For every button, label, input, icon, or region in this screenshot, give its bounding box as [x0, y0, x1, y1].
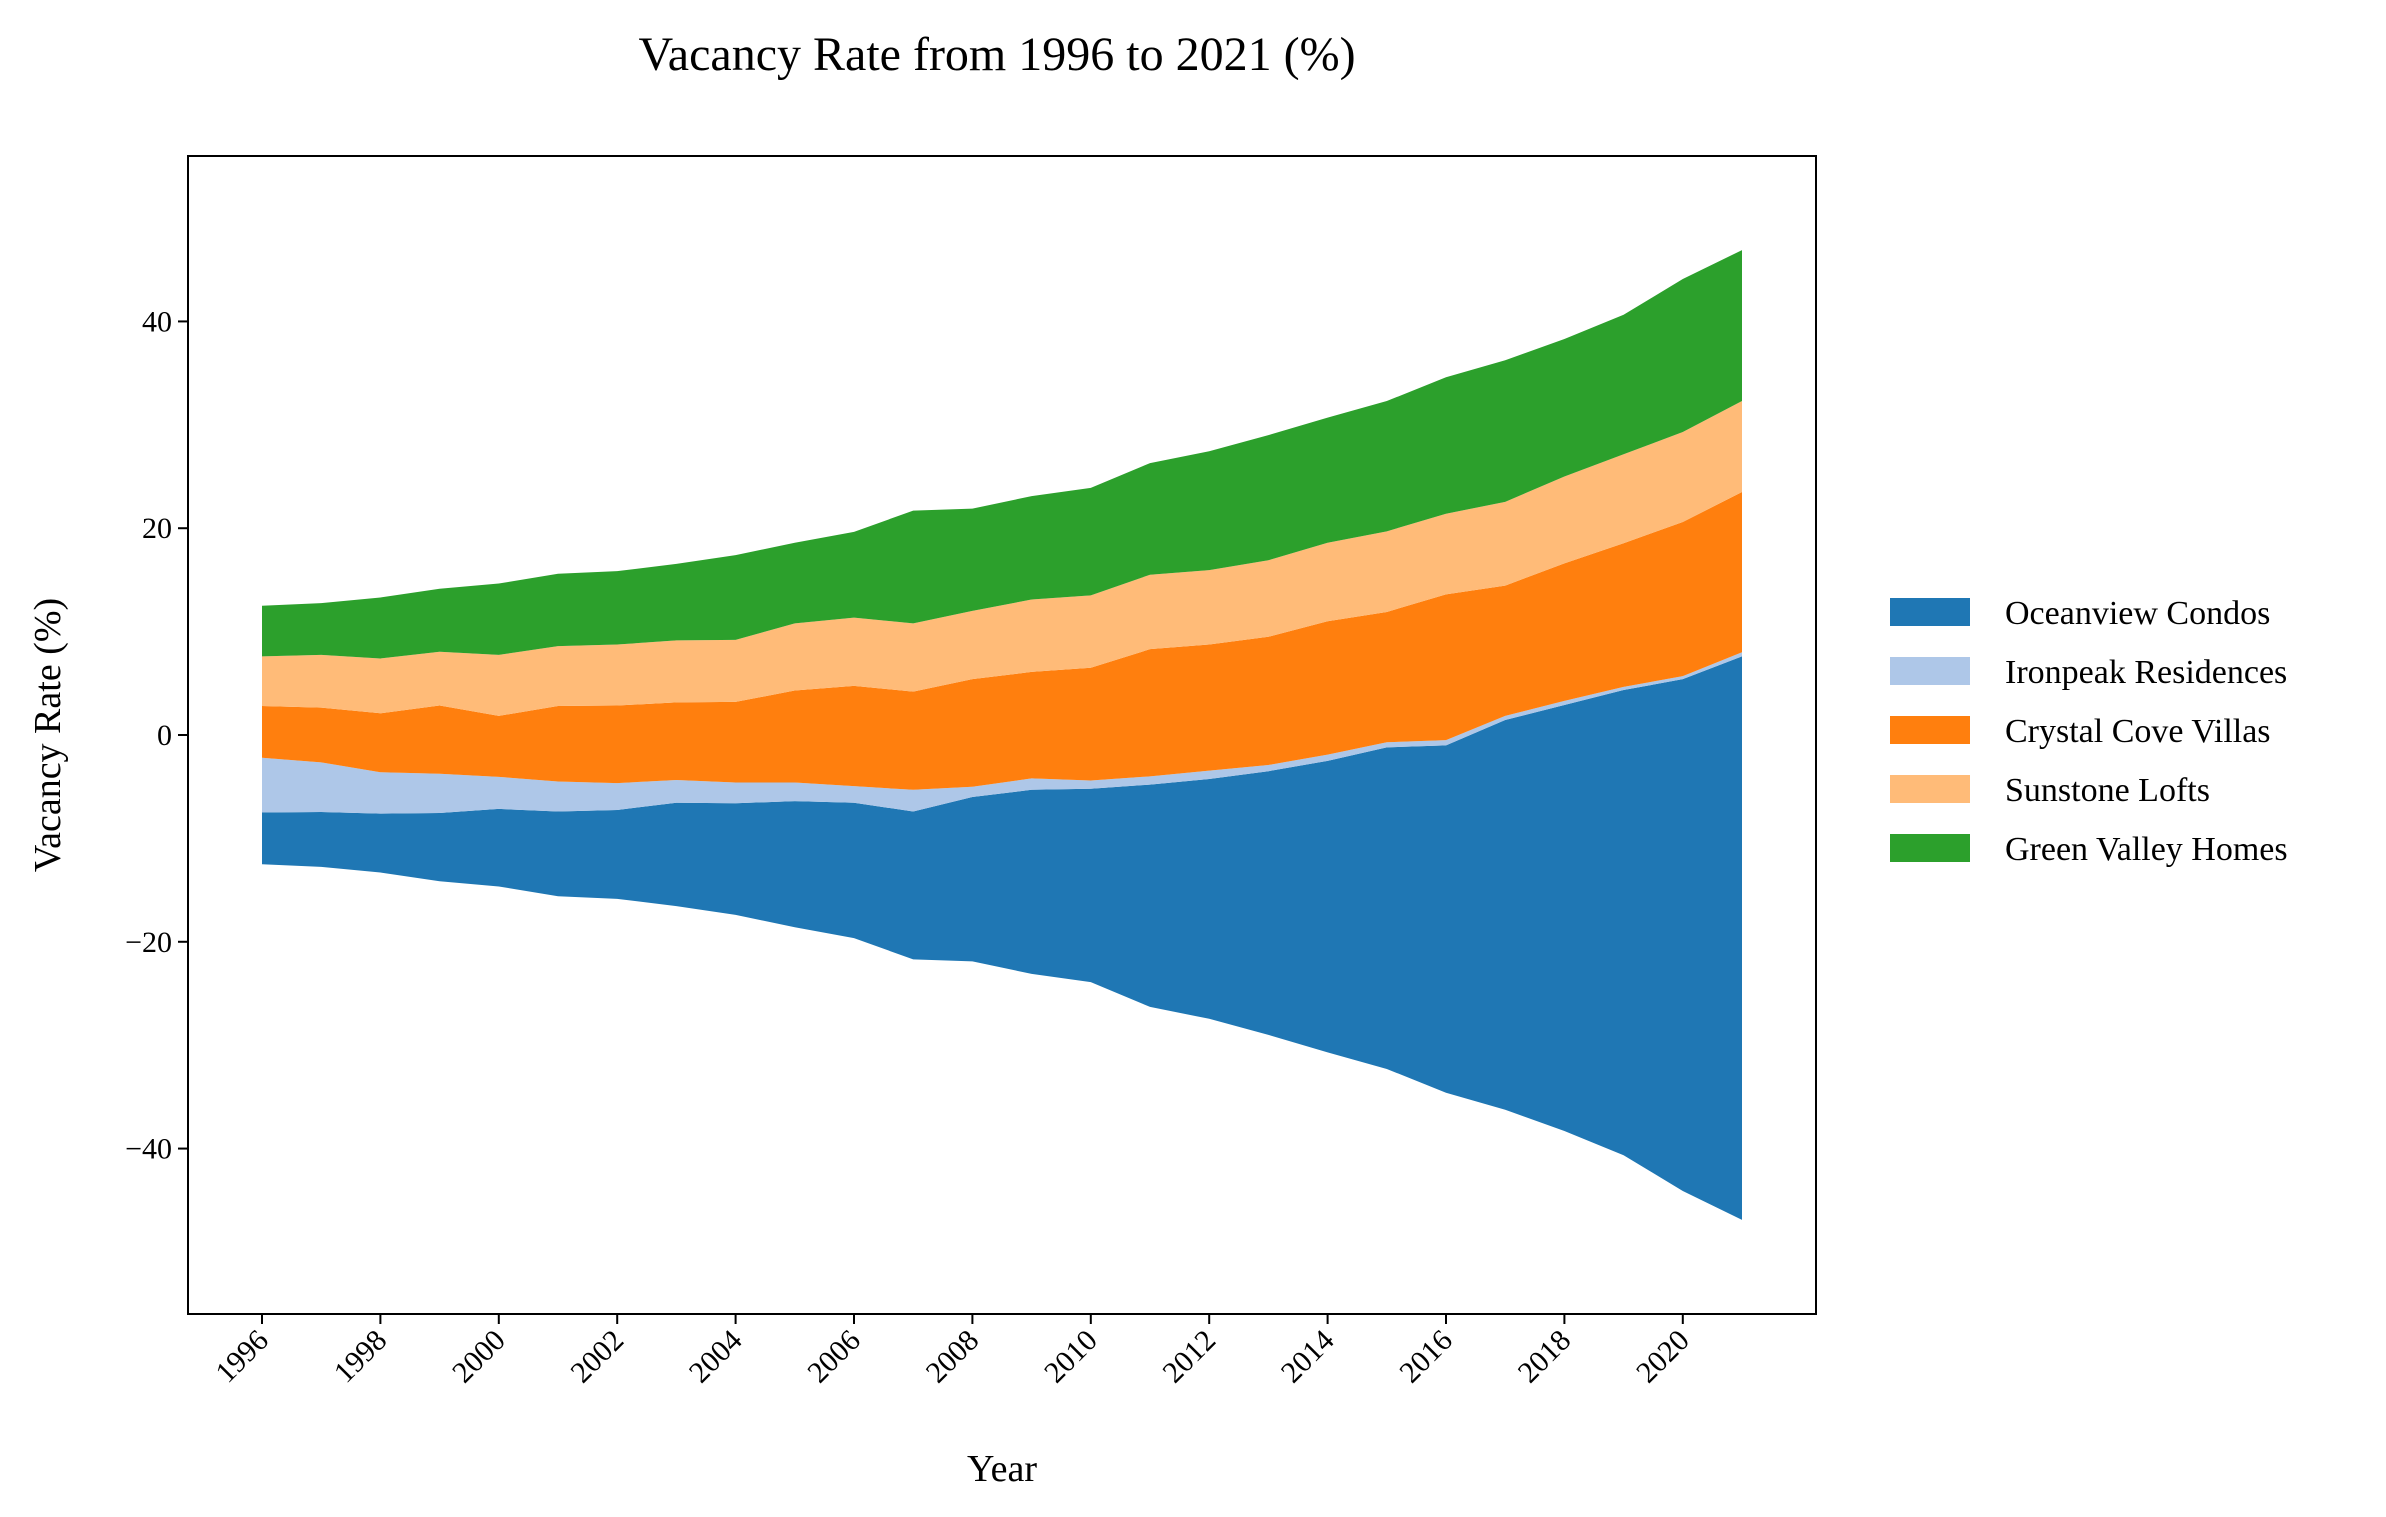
- chart-title: Vacancy Rate from 1996 to 2021 (%): [638, 28, 1355, 81]
- legend-swatch: [1890, 598, 1970, 626]
- legend-swatch: [1890, 657, 1970, 685]
- area-ironpeak-residences: [262, 652, 1742, 814]
- y-tick-label: −20: [125, 926, 172, 959]
- area-sunstone-lofts: [262, 401, 1742, 716]
- legend-label: Oceanview Condos: [2005, 595, 2270, 632]
- x-axis-label: Year: [967, 1448, 1037, 1490]
- legend-label: Sunstone Lofts: [2005, 772, 2210, 809]
- stream-areas: [262, 250, 1742, 1220]
- legend-label: Ironpeak Residences: [2005, 654, 2287, 691]
- area-oceanview-condos: [262, 656, 1742, 1220]
- y-tick-label: 0: [157, 719, 172, 752]
- y-tick-label: 20: [142, 512, 172, 545]
- y-axis-label: Vacancy Rate (%): [27, 598, 69, 872]
- legend-swatch: [1890, 716, 1970, 744]
- y-tick-label: −40: [125, 1133, 172, 1166]
- legend-swatch: [1890, 775, 1970, 803]
- legend: Oceanview Condos Ironpeak Residences Cryst…: [1890, 595, 2288, 868]
- area-crystal-cove-villas: [262, 492, 1742, 790]
- legend-label: Green Valley Homes: [2005, 831, 2288, 868]
- area-green-valley-homes: [262, 250, 1742, 659]
- legend-swatch: [1890, 834, 1970, 862]
- y-axis-ticks: 40 20 0 −20 −40: [125, 305, 188, 1166]
- legend-label: Crystal Cove Villas: [2005, 713, 2271, 750]
- y-tick-label: 40: [142, 305, 172, 338]
